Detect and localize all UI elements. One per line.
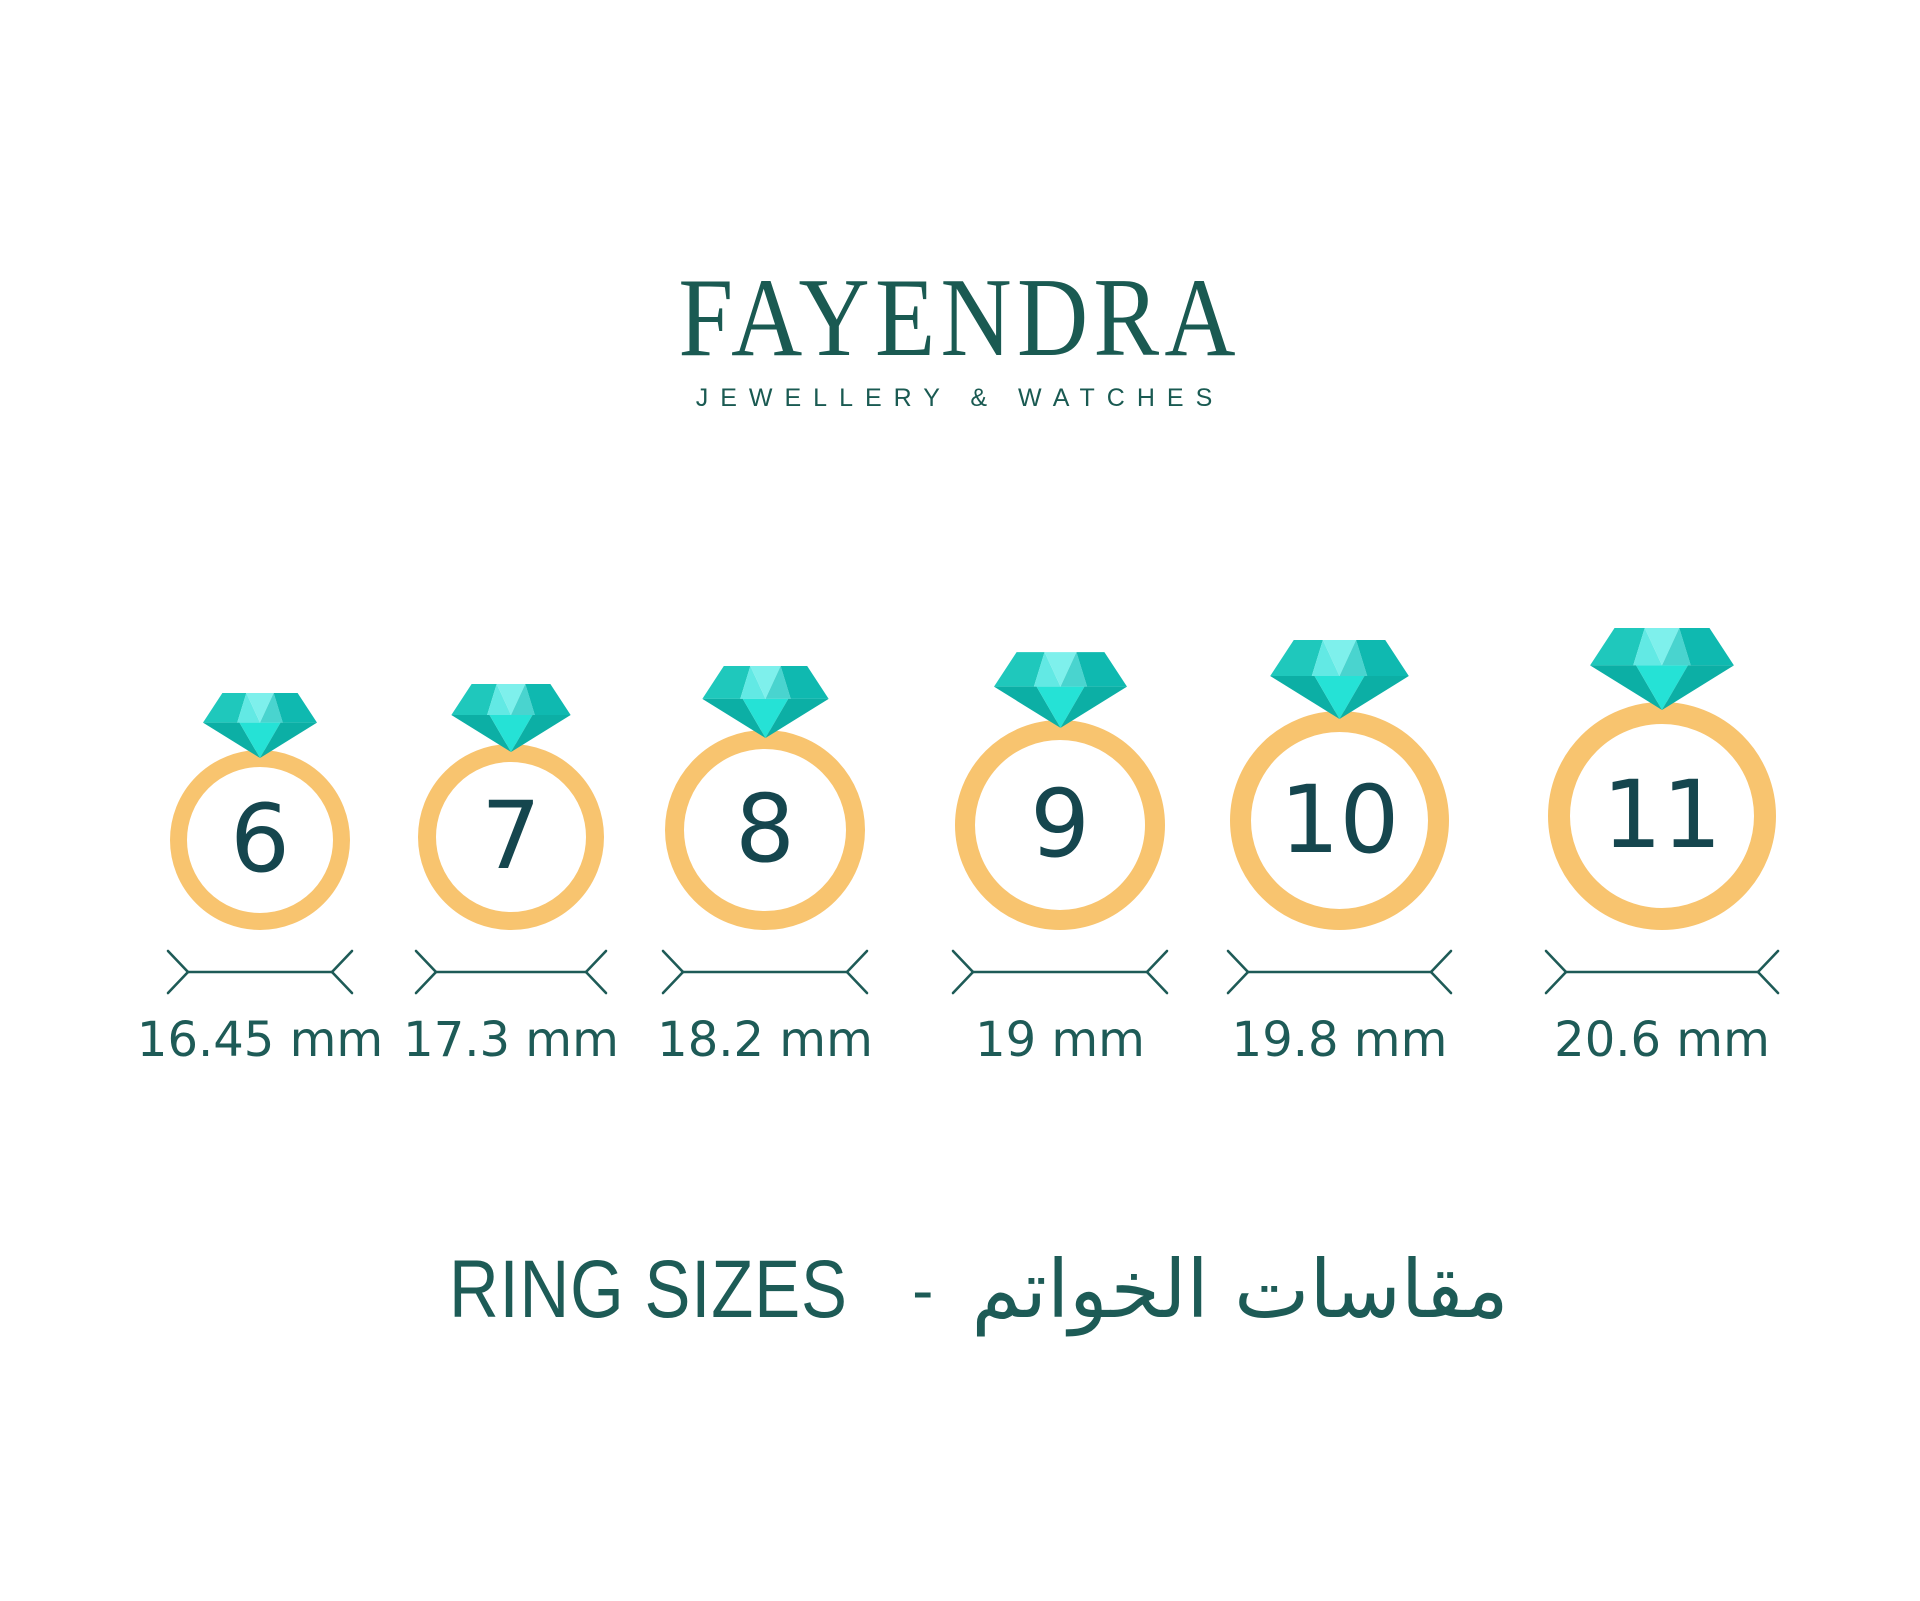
diamond-icon <box>1590 628 1734 710</box>
ring-band: 9 <box>955 720 1165 930</box>
diameter-label: 16.45 mm <box>136 1012 384 1068</box>
diamond-icon <box>451 684 571 752</box>
ring-size-number: 8 <box>735 775 795 884</box>
ring-size-11-group: 11 20.6 mm <box>1544 628 1780 1068</box>
ring-band: 6 <box>170 750 350 930</box>
ring-size-7-group: 7 17.3 mm <box>403 684 619 1068</box>
dimension-line <box>661 949 869 995</box>
diameter-label: 19 mm <box>975 1012 1145 1068</box>
ring-size-number: 10 <box>1279 765 1400 875</box>
brand-tagline: JEWELLERY & WATCHES <box>695 384 1225 412</box>
diameter-label: 17.3 mm <box>403 1012 619 1068</box>
page-title-arabic: مقاسات الخواتم <box>971 1243 1509 1336</box>
ring-size-8-group: 8 18.2 mm <box>657 666 873 1068</box>
ring-band: 11 <box>1548 702 1776 930</box>
diameter-label: 18.2 mm <box>657 1012 873 1068</box>
dimension-line <box>166 949 354 995</box>
ring-band: 10 <box>1230 711 1449 930</box>
ring-size-number: 7 <box>481 782 541 891</box>
ring-band: 8 <box>665 730 865 930</box>
diameter-label: 19.8 mm <box>1231 1012 1448 1068</box>
page-title: RING SIZES - مقاسات الخواتم <box>0 1243 1920 1337</box>
ring-band: 7 <box>418 744 604 930</box>
page-title-latin: RING SIZES <box>449 1244 849 1335</box>
ring-size-6-group: 6 16.45 mm <box>137 693 383 1068</box>
page-title-separator: - <box>912 1254 934 1326</box>
ring-size-number: 11 <box>1602 761 1722 870</box>
dimension-line <box>1544 949 1780 995</box>
dimension-line <box>951 949 1169 995</box>
brand-header: FAYENDRA JEWELLERY & WATCHES <box>0 262 1920 413</box>
diamond-icon <box>993 652 1127 728</box>
ring-size-number: 6 <box>230 785 290 894</box>
diamond-icon <box>1270 640 1409 719</box>
diameter-label: 20.6 mm <box>1554 1012 1770 1068</box>
ring-size-10-group: 10 19.8 mm <box>1226 640 1453 1068</box>
brand-logo-text: FAYENDRA <box>678 256 1242 380</box>
diamond-icon <box>203 693 317 758</box>
ring-size-9-group: 9 19 mm <box>951 652 1169 1068</box>
dimension-line <box>1226 949 1453 995</box>
ring-size-number: 9 <box>1030 770 1090 879</box>
diamond-icon <box>701 666 829 738</box>
dimension-line <box>414 949 608 995</box>
